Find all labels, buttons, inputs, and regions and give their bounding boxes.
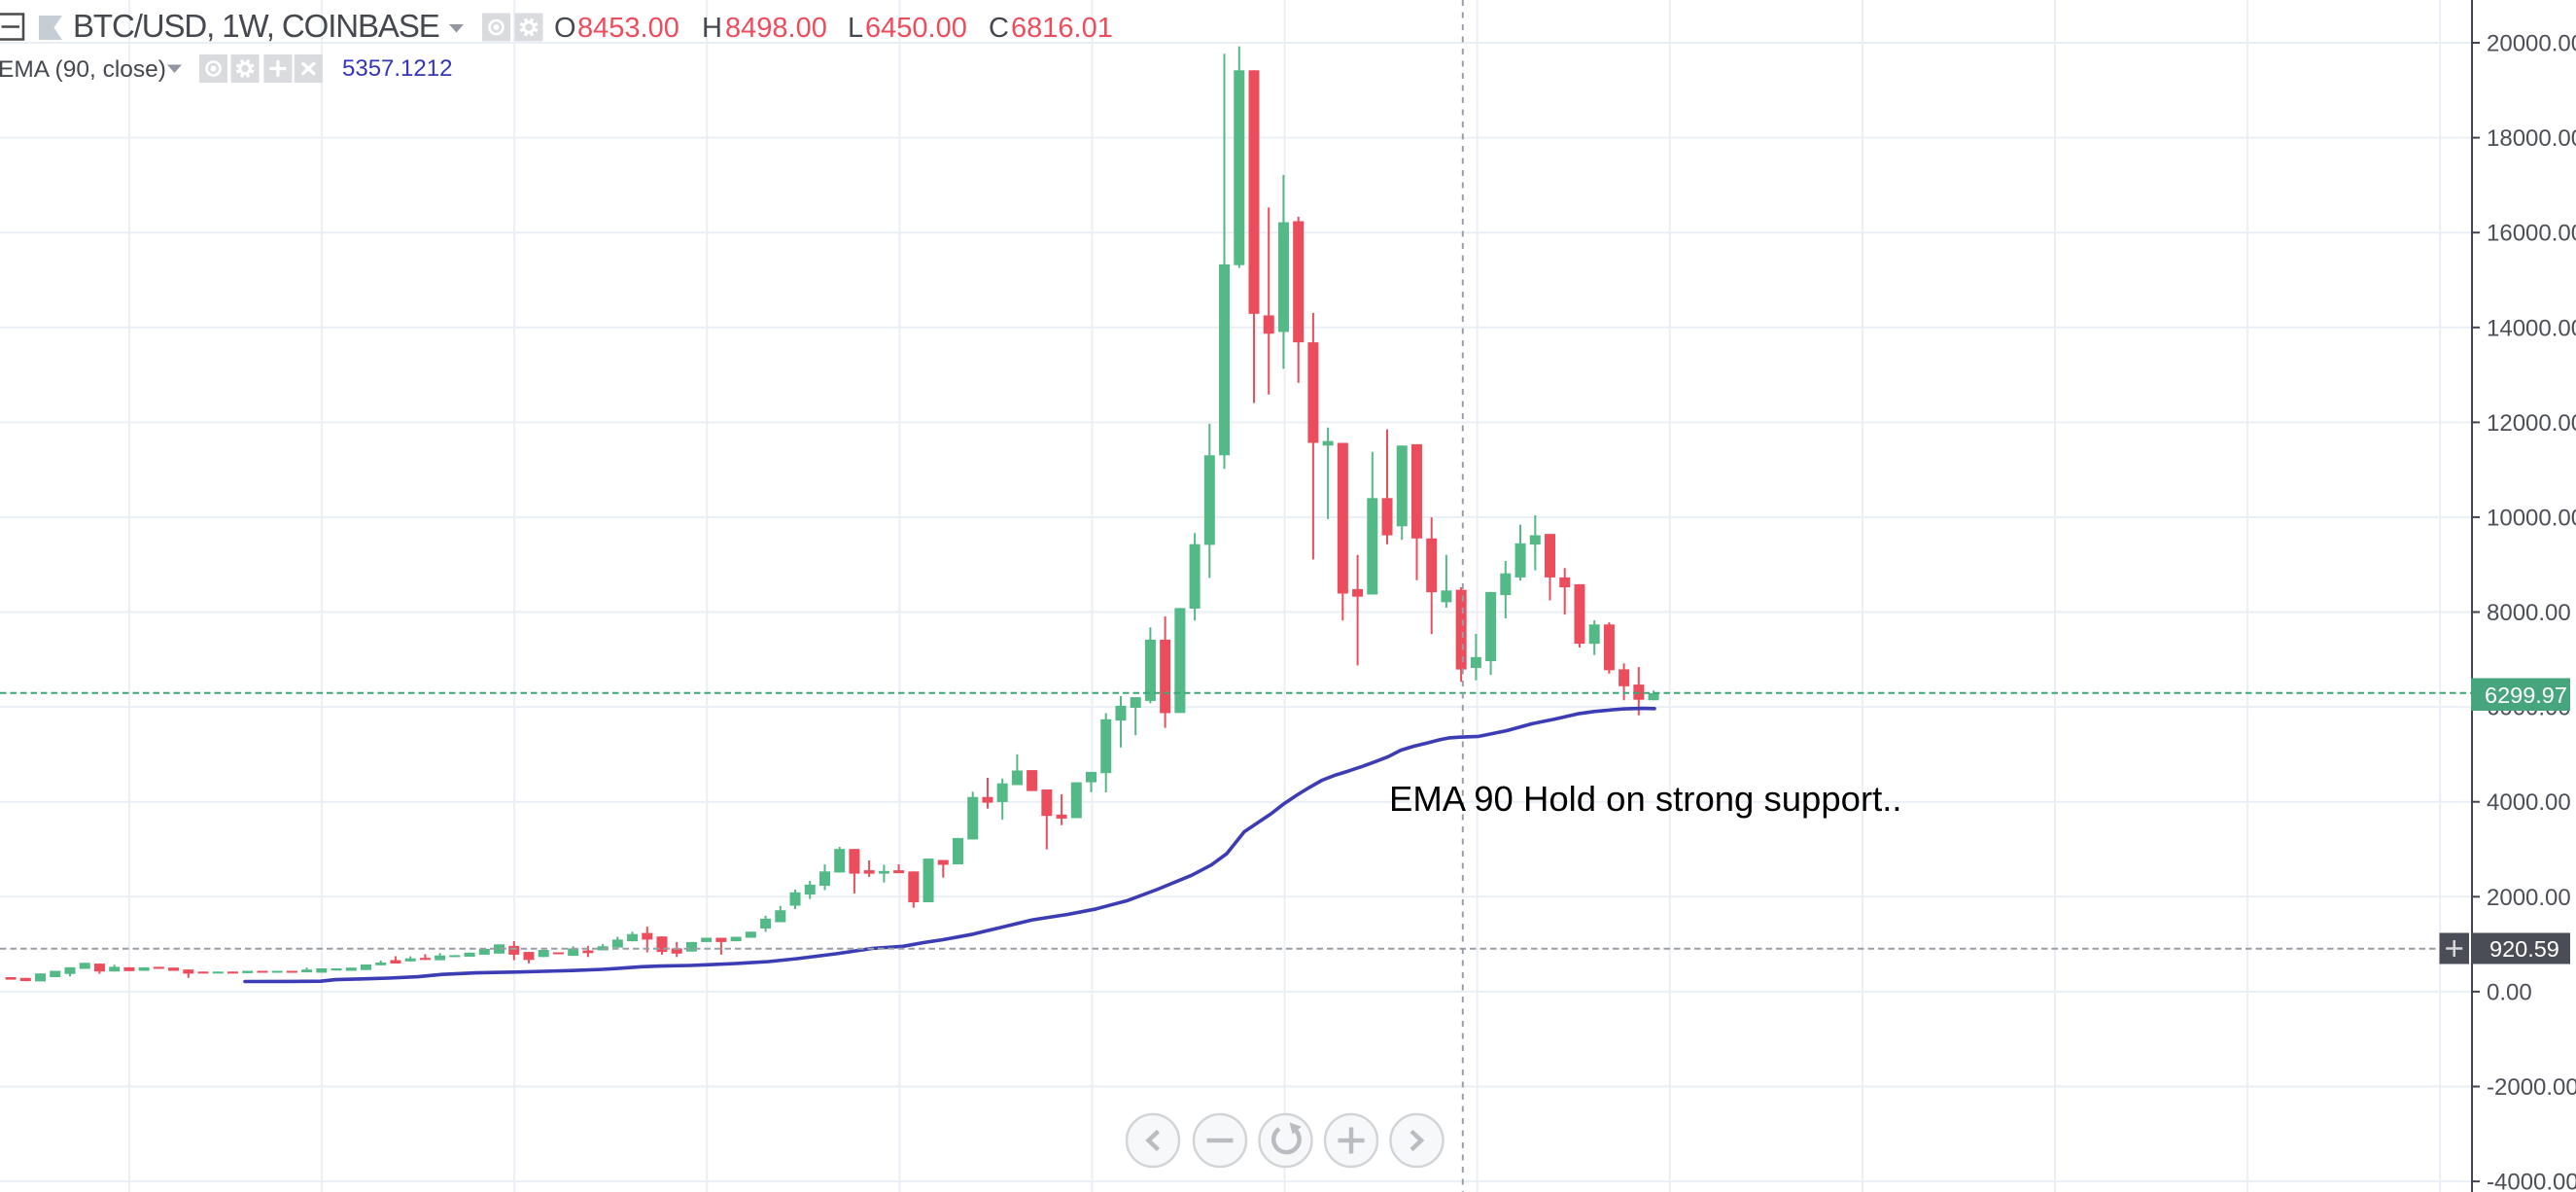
svg-text:10000.00: 10000.00 — [2487, 505, 2576, 531]
svg-text:20000.00: 20000.00 — [2487, 31, 2576, 57]
svg-text:920.59: 920.59 — [2489, 936, 2559, 962]
svg-text:2000.00: 2000.00 — [2487, 885, 2571, 911]
svg-text:C: C — [989, 13, 1009, 44]
svg-text:6450.00: 6450.00 — [865, 13, 967, 44]
svg-text:O: O — [554, 13, 576, 44]
svg-text:H: H — [702, 13, 722, 44]
svg-text:18000.00: 18000.00 — [2487, 125, 2576, 152]
svg-text:14000.00: 14000.00 — [2487, 315, 2576, 341]
svg-text:L: L — [848, 13, 863, 44]
svg-text:EMA (90, close): EMA (90, close) — [0, 56, 166, 83]
svg-text:8498.00: 8498.00 — [725, 13, 827, 44]
svg-text:8453.00: 8453.00 — [577, 13, 679, 44]
svg-text:6299.97: 6299.97 — [2485, 683, 2567, 708]
svg-text:BTC/USD, 1W, COINBASE: BTC/USD, 1W, COINBASE — [73, 8, 439, 44]
svg-text:-4000.00: -4000.00 — [2487, 1170, 2576, 1192]
svg-text:16000.00: 16000.00 — [2487, 221, 2576, 247]
svg-text:4000.00: 4000.00 — [2487, 789, 2571, 816]
svg-text:6816.01: 6816.01 — [1011, 13, 1113, 44]
svg-text:5357.1212: 5357.1212 — [342, 55, 452, 82]
svg-text:8000.00: 8000.00 — [2487, 600, 2571, 626]
svg-text:-2000.00: -2000.00 — [2487, 1074, 2576, 1101]
svg-text:EMA 90 Hold on strong support.: EMA 90 Hold on strong support.. — [1389, 779, 1902, 819]
svg-text:12000.00: 12000.00 — [2487, 410, 2576, 437]
svg-text:0.00: 0.00 — [2487, 979, 2532, 1005]
